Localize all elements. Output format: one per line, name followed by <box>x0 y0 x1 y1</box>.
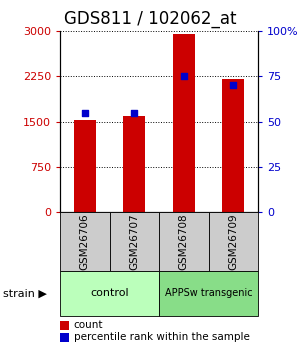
Text: GSM26709: GSM26709 <box>228 213 238 270</box>
Text: GDS811 / 102062_at: GDS811 / 102062_at <box>64 10 236 28</box>
Text: GSM26707: GSM26707 <box>129 213 139 270</box>
Text: GSM26706: GSM26706 <box>80 213 90 270</box>
Text: count: count <box>74 320 103 330</box>
Bar <box>172 34 195 212</box>
Point <box>132 110 137 115</box>
Bar <box>74 120 96 212</box>
Text: strain ▶: strain ▶ <box>3 288 47 298</box>
Bar <box>222 79 244 212</box>
Text: APPSw transgenic: APPSw transgenic <box>165 288 252 298</box>
Point <box>231 82 236 88</box>
Text: GSM26708: GSM26708 <box>179 213 189 270</box>
Point <box>82 110 87 115</box>
Text: control: control <box>90 288 129 298</box>
Point <box>182 73 186 79</box>
Text: percentile rank within the sample: percentile rank within the sample <box>74 333 249 342</box>
Bar <box>123 116 146 212</box>
